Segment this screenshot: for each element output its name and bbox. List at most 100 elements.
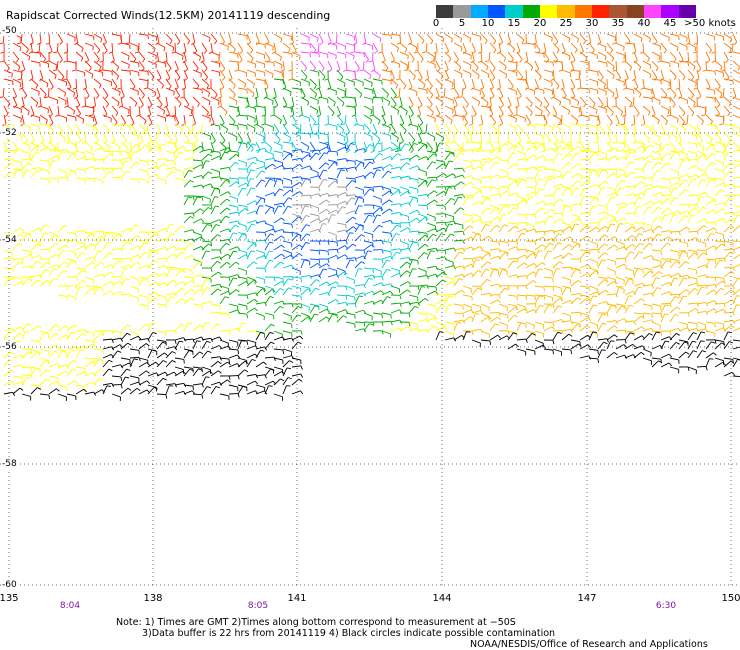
- wind-barb: [732, 264, 740, 269]
- wind-barb: [369, 105, 374, 117]
- wind-barb: [702, 60, 707, 72]
- wind-barb: [228, 375, 240, 380]
- wind-barb: [597, 312, 609, 317]
- wind-barb: [201, 42, 208, 54]
- wind-barb: [444, 152, 455, 161]
- wind-barb: [163, 51, 168, 63]
- wind-barb: [327, 51, 337, 60]
- wind-barb: [228, 204, 239, 212]
- wind-barb: [66, 249, 77, 257]
- wind-barb: [354, 222, 364, 231]
- wind-barb: [606, 320, 618, 325]
- wind-barb: [291, 191, 303, 197]
- wind-barb: [93, 241, 102, 251]
- wind-barb: [633, 145, 645, 152]
- wind-barb: [246, 223, 256, 233]
- wind-barb: [237, 208, 249, 215]
- wind-barb: [570, 42, 578, 54]
- wind-barb: [489, 206, 500, 215]
- wind-barb: [219, 375, 231, 380]
- wind-barb: [543, 267, 553, 276]
- wind-barb: [714, 189, 726, 197]
- wind-barb: [30, 325, 42, 332]
- wind-barb: [435, 227, 448, 233]
- colorbar-tick-label: >50 knots: [684, 18, 736, 29]
- wind-barb: [138, 159, 149, 166]
- wind-barb: [543, 33, 553, 42]
- wind-barb: [57, 96, 67, 105]
- wind-barb: [345, 276, 355, 285]
- wind-barb: [300, 259, 309, 269]
- wind-barb: [678, 250, 687, 260]
- wind-barb: [165, 42, 175, 52]
- wind-barb: [75, 42, 84, 53]
- wind-barb: [372, 169, 381, 179]
- wind-barb: [48, 96, 58, 104]
- wind-barb: [228, 69, 233, 82]
- wind-barb: [39, 248, 51, 254]
- wind-barb: [102, 232, 111, 242]
- wind-barb: [174, 123, 183, 134]
- wind-barb: [327, 204, 339, 209]
- wind-barb: [102, 141, 111, 152]
- wind-barb: [255, 288, 267, 296]
- wind-barb: [633, 87, 642, 98]
- wind-barb: [561, 170, 572, 179]
- wind-barb: [597, 216, 609, 224]
- wind-barb: [669, 366, 680, 374]
- wind-barb: [534, 230, 546, 236]
- wind-barb: [381, 170, 392, 179]
- wind-barb: [621, 105, 627, 117]
- wind-barb: [705, 300, 718, 305]
- wind-barb: [291, 51, 301, 60]
- wind-barb: [192, 145, 204, 152]
- wind-barb: [507, 222, 519, 228]
- wind-barb: [309, 78, 317, 90]
- wind-barb: [336, 69, 344, 81]
- wind-barb: [678, 249, 688, 258]
- wind-barb: [579, 187, 589, 197]
- wind-barb: [534, 207, 546, 215]
- wind-barb: [327, 150, 339, 156]
- wind-barb: [579, 168, 591, 174]
- wind-barb: [669, 327, 682, 332]
- wind-barb: [165, 383, 177, 388]
- wind-barb: [651, 192, 664, 197]
- wind-barb: [174, 151, 184, 161]
- wind-barb: [318, 258, 330, 263]
- wind-barb: [138, 380, 151, 386]
- wind-barb: [696, 132, 703, 144]
- wind-barb: [678, 96, 688, 105]
- colorbar-tick-label: 30: [585, 18, 599, 29]
- wind-barb: [711, 51, 717, 63]
- wind-barb: [273, 280, 285, 287]
- wind-barb: [719, 87, 725, 99]
- wind-barb: [309, 240, 321, 246]
- wind-barb: [507, 69, 518, 77]
- wind-barb: [192, 208, 204, 215]
- wind-barb: [606, 60, 615, 71]
- wind-barb: [693, 78, 698, 90]
- wind-barb: [120, 332, 131, 341]
- wind-barb: [714, 217, 726, 224]
- wind-barb: [417, 51, 424, 63]
- wind-barb: [228, 348, 240, 354]
- wind-barb: [156, 377, 167, 386]
- wind-barb: [417, 217, 429, 224]
- wind-barb: [93, 33, 103, 43]
- wind-barb: [588, 69, 599, 76]
- wind-barb: [678, 261, 690, 269]
- wind-barb: [558, 60, 564, 72]
- wind-barb: [183, 267, 193, 276]
- wind-barb: [633, 226, 645, 233]
- lon-label: 150: [721, 593, 740, 604]
- wind-barb: [498, 190, 510, 197]
- wind-barb: [309, 96, 319, 105]
- wind-barb: [12, 364, 25, 369]
- wind-barb: [426, 325, 438, 332]
- wind-barb: [363, 87, 374, 95]
- wind-barb: [723, 105, 731, 117]
- wind-barb: [390, 78, 399, 89]
- wind-barb: [318, 146, 331, 152]
- wind-barb: [228, 87, 236, 99]
